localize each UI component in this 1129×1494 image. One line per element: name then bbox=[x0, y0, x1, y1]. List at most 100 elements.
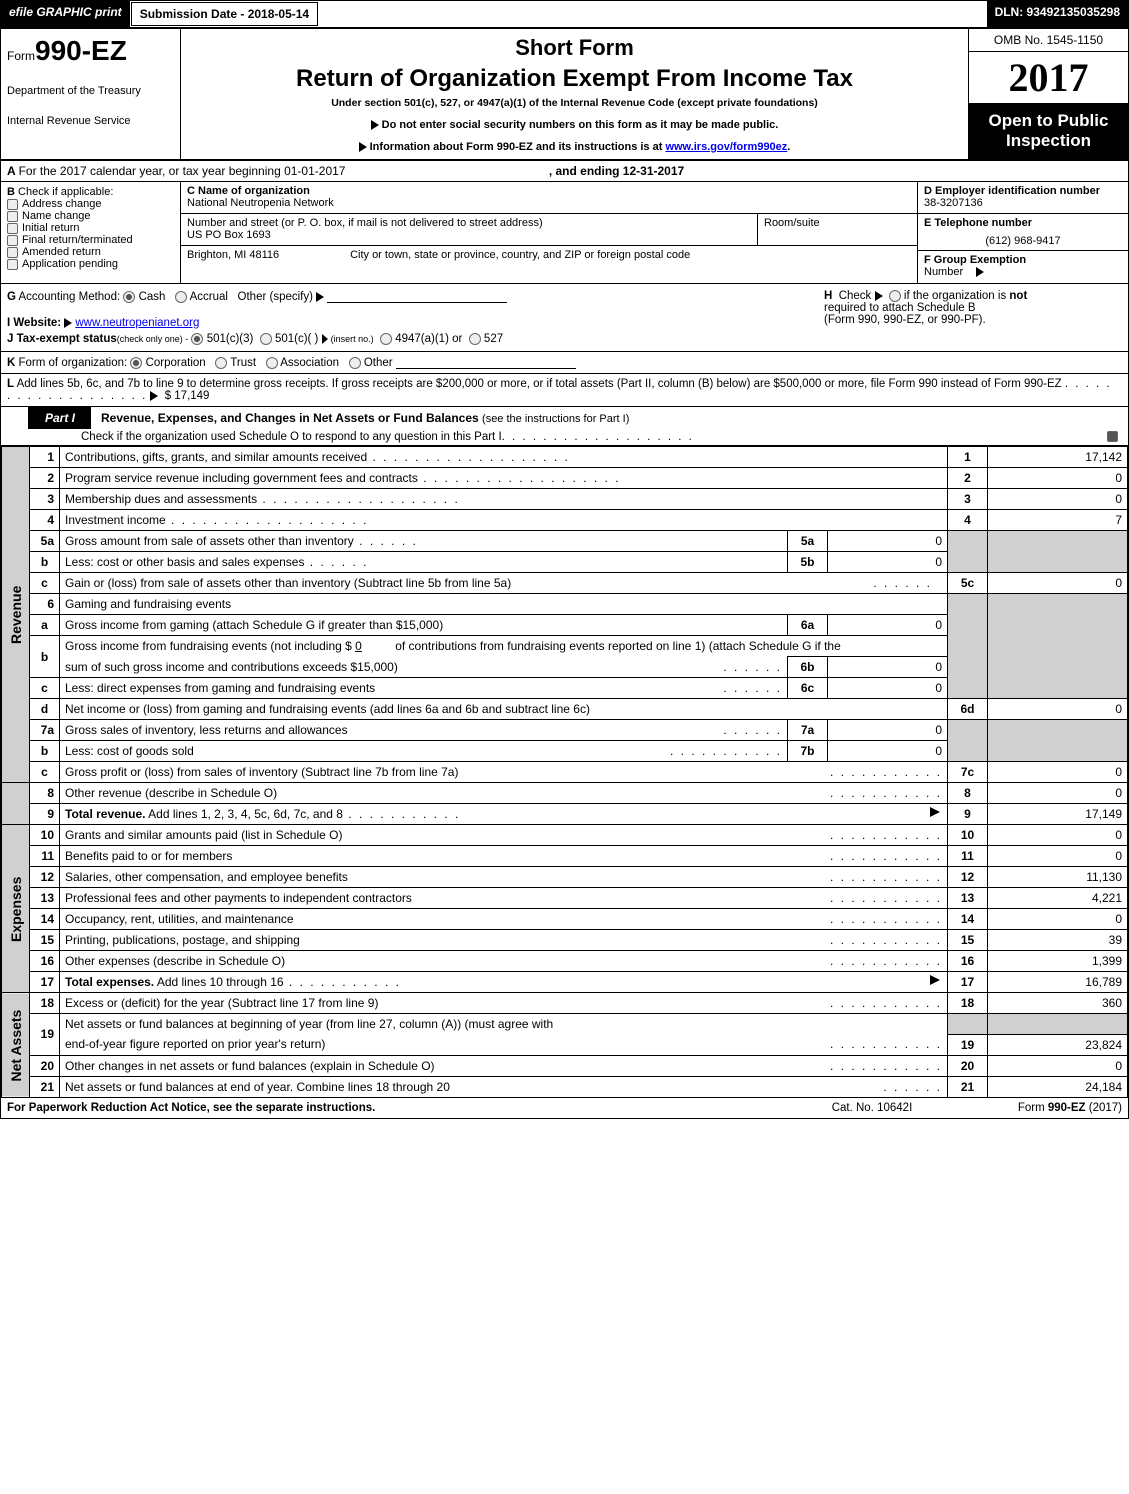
department-treasury: Department of the Treasury bbox=[7, 85, 174, 97]
line-rnum: 3 bbox=[948, 489, 988, 510]
check-amended-return[interactable]: Amended return bbox=[7, 246, 174, 258]
line-rnum: 19 bbox=[948, 1034, 988, 1055]
c-org-name: C Name of organization National Neutrope… bbox=[181, 182, 917, 214]
check-name-change[interactable]: Name change bbox=[7, 210, 174, 222]
line-desc: Other expenses (describe in Schedule O) bbox=[60, 951, 948, 972]
l-text: Add lines 5b, 6c, and 7b to line 9 to de… bbox=[17, 378, 1062, 390]
checkbox-icon bbox=[7, 259, 18, 270]
checkbox-schedule-o[interactable] bbox=[1107, 431, 1118, 442]
c-org-value: National Neutropenia Network bbox=[187, 197, 334, 209]
desc-text: Less: cost or other basis and sales expe… bbox=[65, 555, 304, 569]
mid-val: 0 bbox=[828, 657, 948, 678]
section-b-to-f: B Check if applicable: Address change Na… bbox=[1, 182, 1128, 352]
radio-cash[interactable] bbox=[123, 291, 135, 303]
radio-501c[interactable] bbox=[260, 333, 272, 345]
j-o1: 501(c)(3) bbox=[207, 333, 254, 345]
line-rval: 0 bbox=[988, 783, 1128, 804]
k-o2: Trust bbox=[230, 357, 256, 369]
dots bbox=[830, 933, 942, 947]
line-rnum: 15 bbox=[948, 930, 988, 951]
line-desc: Other changes in net assets or fund bala… bbox=[60, 1055, 948, 1076]
radio-other[interactable] bbox=[349, 357, 361, 369]
part-i-title: Revenue, Expenses, and Changes in Net As… bbox=[101, 411, 479, 425]
line-desc: Gross sales of inventory, less returns a… bbox=[60, 720, 788, 741]
triangle-icon bbox=[930, 807, 940, 817]
line-rval: 16,789 bbox=[988, 972, 1128, 993]
desc-text: Salaries, other compensation, and employ… bbox=[65, 870, 348, 884]
side-label-netassets: Net Assets bbox=[2, 993, 30, 1098]
dots bbox=[723, 660, 782, 674]
website-link[interactable]: www.neutropenianet.org bbox=[75, 317, 199, 329]
b-item: Final return/terminated bbox=[22, 234, 133, 246]
tax-year: 2017 bbox=[969, 52, 1128, 103]
line-num: 20 bbox=[30, 1055, 60, 1076]
radio-trust[interactable] bbox=[215, 357, 227, 369]
desc-val: 0 bbox=[355, 639, 362, 653]
dots bbox=[830, 996, 942, 1010]
g-accounting-method: G Accounting Method: Cash Accrual Other … bbox=[1, 284, 818, 351]
dots bbox=[257, 492, 460, 506]
triangle-icon bbox=[930, 975, 940, 985]
line-desc: Excess or (deficit) for the year (Subtra… bbox=[60, 993, 948, 1014]
line-rval: 0 bbox=[988, 699, 1128, 720]
radio-501c3[interactable] bbox=[191, 333, 203, 345]
c-city-label: City or town, state or province, country… bbox=[350, 249, 690, 261]
gray-cell bbox=[948, 594, 988, 699]
k-other-line[interactable] bbox=[396, 356, 576, 369]
line-rval: 23,824 bbox=[988, 1034, 1128, 1055]
other-specify-line[interactable] bbox=[327, 290, 507, 303]
dots bbox=[367, 450, 570, 464]
a-text-mid: , and ending 12-31-2017 bbox=[549, 164, 684, 178]
e-telephone: E Telephone number (612) 968-9417 bbox=[918, 214, 1128, 251]
h-check: Check bbox=[839, 290, 872, 302]
line-rval: 0 bbox=[988, 468, 1128, 489]
gray-cell bbox=[948, 720, 988, 762]
desc-text: Gain or (loss) from sale of assets other… bbox=[65, 576, 511, 590]
line-rnum: 6d bbox=[948, 699, 988, 720]
check-final-return[interactable]: Final return/terminated bbox=[7, 234, 174, 246]
letter-g: G bbox=[7, 291, 16, 303]
line-num: b bbox=[30, 741, 60, 762]
line-num: 13 bbox=[30, 888, 60, 909]
dots bbox=[830, 1037, 942, 1051]
footer-cat-no: Cat. No. 10642I bbox=[782, 1102, 962, 1114]
mid-num: 6b bbox=[788, 657, 828, 678]
radio-h[interactable] bbox=[889, 290, 901, 302]
g-accrual: Accrual bbox=[190, 291, 228, 303]
dots bbox=[830, 912, 942, 926]
top-bar: efile GRAPHIC print Submission Date - 20… bbox=[1, 1, 1128, 29]
part-i-header: Part I Revenue, Expenses, and Changes in… bbox=[1, 407, 1128, 429]
check-address-change[interactable]: Address change bbox=[7, 198, 174, 210]
d-label: D Employer identification number bbox=[924, 185, 1100, 197]
mid-num: 6c bbox=[788, 678, 828, 699]
rs-label: Room/suite bbox=[764, 217, 820, 229]
side-label-expenses: Expenses bbox=[2, 825, 30, 993]
letter-j: J bbox=[7, 333, 13, 345]
submission-date: Submission Date - 2018-05-14 bbox=[131, 2, 318, 26]
line-rnum: 21 bbox=[948, 1076, 988, 1097]
checkbox-icon bbox=[7, 235, 18, 246]
line-desc: Occupancy, rent, utilities, and maintena… bbox=[60, 909, 948, 930]
c-addr-value: US PO Box 1693 bbox=[187, 229, 271, 241]
radio-4947[interactable] bbox=[380, 333, 392, 345]
check-initial-return[interactable]: Initial return bbox=[7, 222, 174, 234]
dots bbox=[343, 807, 460, 821]
line-desc: Program service revenue including govern… bbox=[60, 468, 948, 489]
instr2-pre: Information about Form 990-EZ and its in… bbox=[370, 141, 666, 153]
irs-link[interactable]: www.irs.gov/form990ez bbox=[665, 141, 787, 153]
check-application-pending[interactable]: Application pending bbox=[7, 258, 174, 270]
gray-cell bbox=[988, 720, 1128, 762]
mid-val: 0 bbox=[828, 741, 948, 762]
line-rval: 0 bbox=[988, 573, 1128, 594]
triangle-icon bbox=[976, 267, 984, 277]
radio-527[interactable] bbox=[469, 333, 481, 345]
radio-corporation[interactable] bbox=[130, 357, 142, 369]
line-rnum: 11 bbox=[948, 846, 988, 867]
b-label: Check if applicable: bbox=[18, 186, 113, 198]
checkbox-icon bbox=[7, 199, 18, 210]
radio-association[interactable] bbox=[266, 357, 278, 369]
line-num: 21 bbox=[30, 1076, 60, 1097]
d-ein: D Employer identification number 38-3207… bbox=[918, 182, 1128, 214]
line-rnum: 17 bbox=[948, 972, 988, 993]
radio-accrual[interactable] bbox=[175, 291, 187, 303]
